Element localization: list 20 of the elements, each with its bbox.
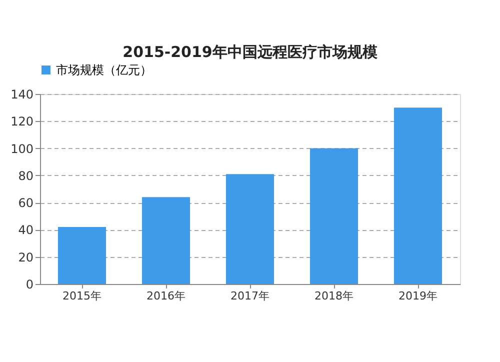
- y-tick-label: 80: [18, 168, 34, 183]
- bar: [226, 174, 274, 284]
- bar: [394, 108, 442, 284]
- y-tick-label: 40: [18, 223, 34, 238]
- x-tick-label: 2018年: [314, 290, 354, 302]
- y-tick-label: 120: [10, 114, 34, 129]
- y-tick-label: 100: [10, 142, 34, 156]
- legend-label: 市场规模（亿元）: [56, 63, 152, 77]
- y-tick-label: 60: [18, 196, 34, 210]
- x-tick-label: 2019年: [398, 290, 438, 302]
- bar: [58, 227, 106, 284]
- bar: [142, 197, 190, 284]
- y-tick-label: 140: [10, 88, 34, 102]
- x-tick-label: 2016年: [146, 290, 186, 302]
- bar: [310, 148, 358, 284]
- y-tick-label: 0: [26, 278, 34, 292]
- x-tick-label: 2015年: [62, 290, 102, 302]
- y-tick-label: 20: [18, 250, 34, 264]
- x-tick-label: 2017年: [230, 290, 270, 302]
- chart-title: 2015-2019年中国远程医疗市场规模: [122, 43, 378, 61]
